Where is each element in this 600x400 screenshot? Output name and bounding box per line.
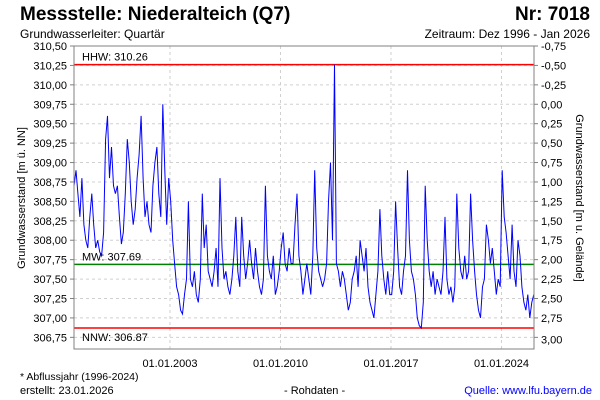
y-tick-label-right: 3,00 — [541, 334, 562, 346]
axis-ticks: 306,75 3,00 307,00 2,75 307,25 2,50 307,50 2,25… — [33, 41, 566, 370]
y-tick-label-left: 307,00 — [33, 313, 67, 325]
reference-label: NNW: 306.87 — [82, 332, 148, 344]
y-tick-label-right: -0,75 — [541, 41, 566, 53]
y-tick-label-left: 309,75 — [33, 99, 67, 111]
y-tick-label-right: 0,75 — [541, 158, 562, 170]
rawdata-label: - Rohdaten - — [284, 385, 346, 397]
x-tick-label: 01.01.2024 — [474, 358, 529, 370]
y-tick-label-right: 2,75 — [541, 313, 562, 325]
y-tick-label-left: 309,00 — [33, 158, 67, 170]
y-tick-label-right: 0,00 — [541, 99, 562, 111]
y-tick-label-left: 307,25 — [33, 294, 67, 306]
y-tick-label-right: 1,25 — [541, 196, 562, 208]
y-tick-label-left: 310,50 — [33, 41, 67, 53]
y-tick-label-left: 307,75 — [33, 255, 67, 267]
reference-lines: HHW: 310.26 MW: 307.69 NNW: 306.87 — [74, 52, 534, 344]
y-tick-label-left: 310,25 — [33, 60, 67, 72]
y-tick-label-right: -0,50 — [541, 60, 566, 72]
y-tick-label-left: 308,50 — [33, 196, 67, 208]
grid — [74, 46, 534, 349]
x-tick-label: 01.01.2003 — [142, 358, 197, 370]
y-tick-label-right: 1,75 — [541, 235, 562, 247]
y-tick-label-left: 310,00 — [33, 80, 67, 92]
created-date: erstellt: 23.01.2026 — [20, 385, 114, 397]
plot-frame — [73, 45, 535, 350]
reference-label: HHW: 310.26 — [82, 52, 148, 64]
y-tick-label-right: -0,25 — [541, 80, 566, 92]
y-tick-label-right: 2,00 — [541, 255, 562, 267]
y-tick-label-left: 308,00 — [33, 235, 67, 247]
y-tick-label-right: 0,50 — [541, 138, 562, 150]
x-tick-label: 01.01.2017 — [363, 358, 418, 370]
y-tick-label-right: 1,50 — [541, 216, 562, 228]
series-line-groundwater — [73, 64, 535, 330]
y-tick-label-right: 1,00 — [541, 177, 562, 189]
station-number: Nr: 7018 — [515, 4, 590, 25]
y-axis-label-left: Grundwasserstand [m ü. NN] — [16, 127, 28, 269]
y-tick-label-left: 307,50 — [33, 274, 67, 286]
y-tick-label-left: 309,25 — [33, 138, 67, 150]
y-tick-label-left: 309,50 — [33, 119, 67, 131]
y-tick-label-right: 2,50 — [541, 294, 562, 306]
y-tick-label-left: 306,75 — [33, 332, 67, 344]
source-link[interactable]: Quelle: www.lfu.bayern.de — [464, 385, 592, 397]
footnote-hydrological-year: * Abflussjahr (1996-2024) — [20, 371, 139, 383]
y-axis-label-right: Grundwasserstand [m u. Gelände] — [573, 114, 585, 282]
y-tick-label-left: 308,25 — [33, 216, 67, 228]
y-tick-label-right: 0,25 — [541, 119, 562, 131]
y-tick-label-left: 308,75 — [33, 177, 67, 189]
period-label: Zeitraum: Dez 1996 - Jan 2026 — [424, 27, 590, 41]
aquifer-label: Grundwasserleiter: Quartär — [20, 27, 165, 41]
x-tick-label: 01.01.2010 — [253, 358, 308, 370]
chart-title: Messstelle: Niederalteich (Q7) — [20, 4, 291, 25]
reference-label: MW: 307.69 — [82, 251, 141, 263]
y-tick-label-right: 2,25 — [541, 274, 562, 286]
